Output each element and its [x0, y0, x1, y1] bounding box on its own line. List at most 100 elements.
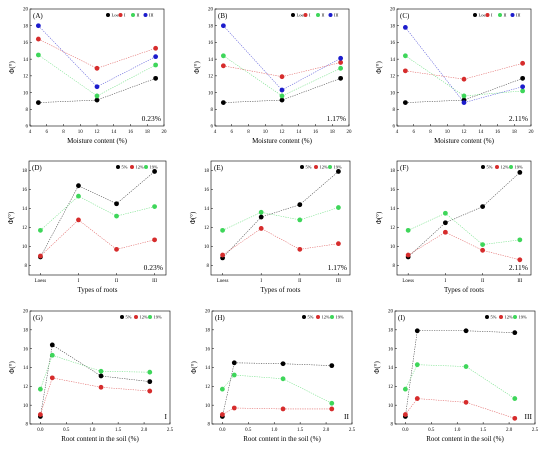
legend-label: 5%: [306, 165, 312, 170]
data-point: [147, 369, 153, 375]
y-tick-label: 8: [26, 108, 29, 113]
data-point: [49, 352, 55, 358]
data-point: [442, 210, 448, 216]
series-line-12pct: [222, 407, 332, 415]
legend-marker: [143, 13, 148, 17]
data-point: [114, 246, 119, 252]
data-point: [153, 62, 159, 68]
data-point: [480, 204, 486, 210]
data-point: [402, 24, 408, 30]
x-tick-label: 6: [413, 130, 416, 135]
data-point: [94, 84, 100, 90]
panel-label: (F): [400, 164, 409, 172]
legend-label: 5%: [487, 165, 493, 170]
series-line-iii: [405, 27, 523, 103]
x-axis-label: Types of roots: [444, 286, 484, 294]
y-tick-label: 12: [23, 385, 29, 390]
legend-marker: [485, 13, 490, 17]
legend-label: 19%: [519, 315, 528, 320]
y-tick-label: 18: [23, 24, 29, 29]
y-tick-label: 6: [26, 125, 29, 130]
data-point: [461, 93, 467, 99]
y-tick-label: 12: [204, 226, 210, 231]
panel-label: (I): [398, 314, 406, 322]
y-tick-label: 18: [204, 169, 210, 174]
legend-marker: [509, 165, 513, 169]
y-tick-label: 16: [23, 347, 29, 352]
data-point: [94, 65, 100, 71]
data-point: [512, 330, 518, 336]
data-point: [463, 399, 469, 405]
data-point: [517, 257, 523, 263]
y-tick-label: 16: [23, 41, 29, 46]
x-tick-label: 18: [512, 130, 518, 135]
data-point: [280, 361, 286, 367]
y-tick-label: 18: [390, 24, 396, 29]
x-axis-label: Moisture content (%): [434, 137, 495, 145]
y-tick-label: 18: [23, 329, 29, 334]
x-tick-label: III: [336, 279, 341, 284]
y-tick-label: 10: [205, 404, 211, 409]
data-point: [402, 53, 408, 59]
series-line-19pct: [222, 207, 339, 231]
panel-annotation: 1.17%: [327, 114, 346, 123]
data-point: [463, 328, 469, 334]
x-tick-label: 4: [29, 130, 32, 135]
y-tick-label: 8: [26, 423, 29, 428]
series-line-i: [223, 62, 341, 77]
x-tick-label: I: [78, 279, 80, 284]
series-line-19pct: [40, 195, 155, 231]
y-tick-label: 6: [393, 125, 396, 130]
legend-label: I: [309, 13, 311, 18]
x-tick-label: 12: [462, 130, 468, 135]
data-point: [98, 373, 104, 379]
y-tick-label: 20: [205, 310, 211, 315]
x-tick-label: 16: [313, 130, 319, 135]
chart-panel-h: 8 10 12 14 16 18 20 0.0 0.5 1.0 1.5 2.0 2.5 Root cont…: [190, 310, 356, 443]
series-line-i: [38, 38, 156, 69]
series-line-19pct: [222, 374, 332, 404]
x-tick-label: 16: [495, 130, 501, 135]
y-tick-label: 14: [23, 58, 29, 63]
series-line-iii: [38, 25, 156, 88]
x-tick-label: 14: [478, 130, 484, 135]
data-point: [153, 54, 159, 60]
legend-marker: [291, 13, 295, 17]
legend-marker: [330, 315, 334, 319]
y-axis-label: Φ(°): [375, 61, 383, 74]
x-axis-label: Root content in the soil (%): [243, 435, 321, 443]
y-tick-label: 14: [390, 207, 396, 212]
legend-marker: [328, 13, 333, 17]
x-tick-label: 18: [145, 130, 151, 135]
series-line-12pct: [405, 398, 515, 419]
y-tick-label: 10: [208, 91, 214, 96]
panel-label: (E): [214, 164, 224, 172]
x-tick-label: 1.5: [297, 428, 304, 433]
data-point: [442, 220, 448, 226]
y-tick-label: 16: [390, 188, 396, 193]
panel-label: (D): [32, 164, 42, 172]
data-point: [480, 247, 486, 253]
data-point: [153, 75, 159, 81]
x-tick-label: Loess: [402, 279, 414, 284]
data-point: [35, 52, 41, 58]
x-tick-label: 2.5: [532, 428, 539, 433]
legend-label: III: [516, 13, 521, 18]
legend-label: 12%: [505, 315, 514, 320]
data-point: [220, 53, 226, 59]
data-point: [480, 242, 486, 248]
y-tick-label: 16: [204, 188, 210, 193]
x-tick-label: 10: [445, 130, 451, 135]
y-tick-label: 18: [388, 329, 394, 334]
data-point: [219, 386, 225, 392]
y-tick-label: 20: [23, 8, 29, 13]
data-point: [338, 75, 344, 81]
y-axis-label: Φ(°): [375, 211, 383, 224]
y-tick-label: 18: [22, 169, 28, 174]
data-point: [152, 204, 157, 210]
x-tick-label: 1.5: [115, 428, 122, 433]
series-line-12pct: [40, 377, 150, 415]
